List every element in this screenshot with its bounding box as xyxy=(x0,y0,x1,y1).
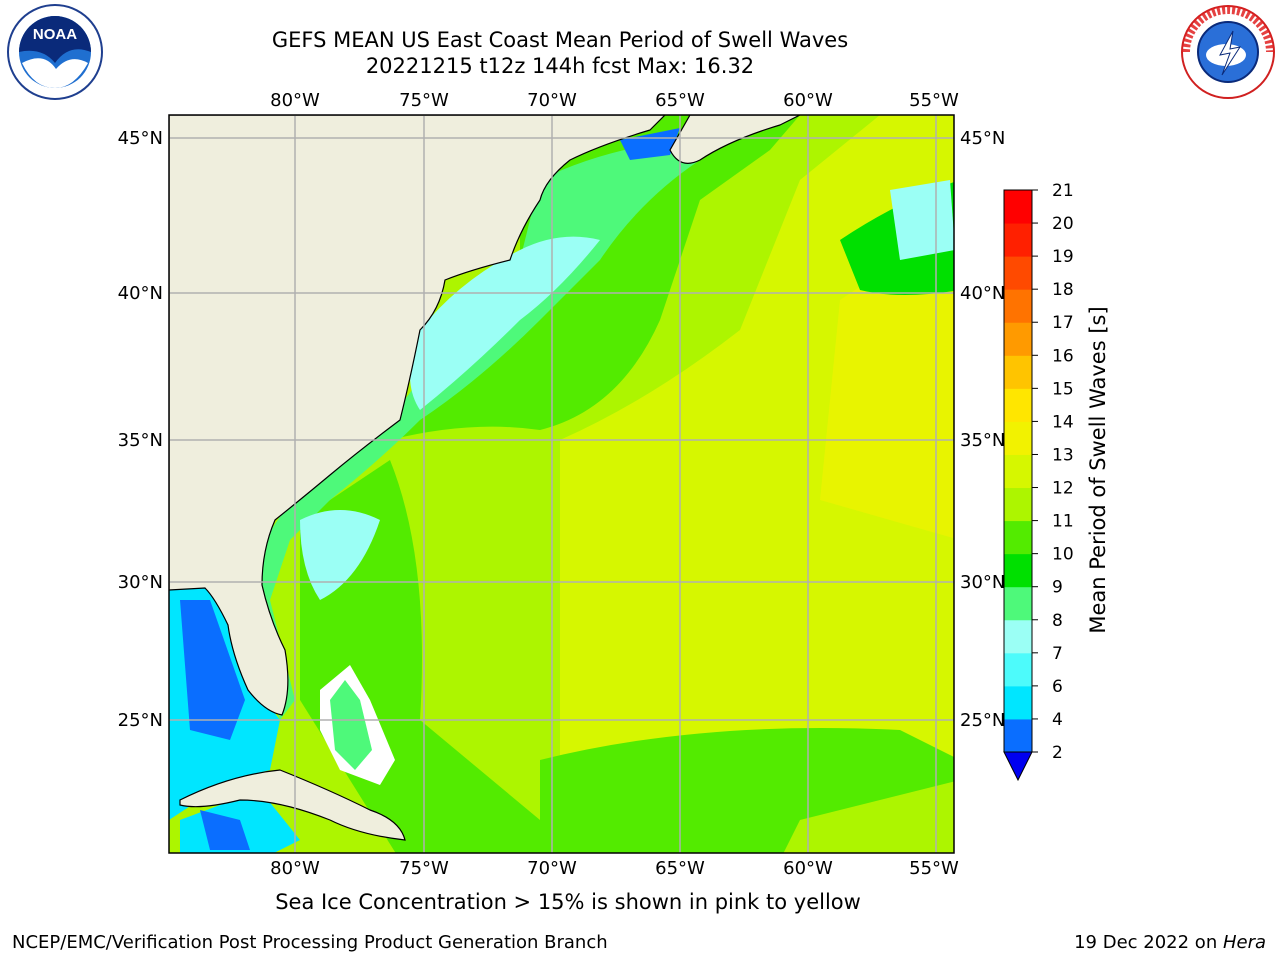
colorbar-tick-label: 8 xyxy=(1052,611,1063,631)
noaa-logo-text: NOAA xyxy=(33,26,77,43)
sea-ice-caption: Sea Ice Concentration > 15% is shown in … xyxy=(275,890,861,914)
colorbar-tick-label: 13 xyxy=(1052,445,1074,465)
colorbar-swatch xyxy=(1004,619,1032,654)
map-frame xyxy=(168,114,955,854)
colorbar-swatch xyxy=(1004,388,1032,422)
lon-label-bottom: 80°W xyxy=(270,858,320,879)
colorbar-tick-label: 10 xyxy=(1052,545,1074,565)
footer-date: 19 Dec 2022 on Hera xyxy=(1074,932,1266,953)
lat-label-left: 30°N xyxy=(118,572,163,593)
lat-label-right: 45°N xyxy=(960,128,1005,149)
colorbar-swatch xyxy=(1004,421,1032,455)
colorbar-swatch xyxy=(1004,487,1032,522)
colorbar-tick-label: 15 xyxy=(1052,379,1074,399)
colorbar-swatch xyxy=(1004,454,1032,489)
colorbar-tick-label: 18 xyxy=(1052,280,1074,300)
lon-label-top: 55°W xyxy=(909,90,959,111)
lat-label-right: 40°N xyxy=(960,283,1005,304)
colorbar-swatch xyxy=(1004,685,1032,720)
footer-branch: NCEP/EMC/Verification Post Processing Pr… xyxy=(12,932,608,953)
colorbar-tick-label: 21 xyxy=(1052,181,1074,201)
lat-label-left: 45°N xyxy=(118,128,163,149)
colorbar-tick-label: 14 xyxy=(1052,412,1074,432)
colorbar-tick-label: 7 xyxy=(1052,644,1063,664)
colorbar-tick-label: 2 xyxy=(1052,743,1063,763)
lat-label-right: 35°N xyxy=(960,430,1005,451)
colorbar-swatch xyxy=(1004,718,1032,753)
lat-label-left: 40°N xyxy=(118,283,163,304)
colorbar-label: Mean Period of Swell Waves [s] xyxy=(1086,306,1110,634)
colorbar: 2 4 6 7 8 9 10 11 12 13 14 15 16 17 18 19 20 21 xyxy=(1003,181,1074,782)
lon-label-top: 60°W xyxy=(783,90,833,111)
lon-label-bottom: 75°W xyxy=(399,858,449,879)
colorbar-tick-label: 16 xyxy=(1052,346,1074,366)
lon-label-top: 80°W xyxy=(270,90,320,111)
colorbar-tick-label: 12 xyxy=(1052,479,1074,499)
colorbar-swatch xyxy=(1004,553,1032,588)
lon-label-top: 65°W xyxy=(655,90,705,111)
lon-label-bottom: 65°W xyxy=(655,858,705,879)
lat-label-left: 25°N xyxy=(118,710,163,731)
cuba-land xyxy=(179,769,406,841)
lat-label-left: 35°N xyxy=(118,430,163,451)
colorbar-swatch xyxy=(1004,322,1032,356)
colorbar-swatch xyxy=(1004,355,1032,389)
footer-date-text: 19 Dec 2022 on xyxy=(1074,932,1223,953)
colorbar-swatch xyxy=(1004,190,1032,224)
noaa-logo-icon: NOAA xyxy=(7,4,103,100)
map-area xyxy=(169,115,954,853)
colorbar-extend-arrow xyxy=(1003,751,1033,782)
colorbar-tick-label: 19 xyxy=(1052,247,1074,267)
graticule xyxy=(169,115,954,853)
colorbar-tick-label: 17 xyxy=(1052,313,1074,333)
nova-scotia-land xyxy=(669,115,801,164)
lat-label-right: 25°N xyxy=(960,710,1005,731)
lon-label-top: 70°W xyxy=(527,90,577,111)
colorbar-tick-label: 9 xyxy=(1052,578,1063,598)
lat-label-right: 30°N xyxy=(960,572,1005,593)
lon-label-bottom: 55°W xyxy=(909,858,959,879)
colorbar-swatch xyxy=(1004,520,1032,555)
lon-label-bottom: 70°W xyxy=(527,858,577,879)
colorbar-tick-label: 11 xyxy=(1052,512,1074,532)
colorbar-swatch xyxy=(1004,223,1032,257)
colorbar-tick-label: 20 xyxy=(1052,214,1074,234)
colorbar-tick-label: 4 xyxy=(1052,710,1063,730)
colorbar-swatch xyxy=(1004,289,1032,323)
colorbar-tick-label: 6 xyxy=(1052,677,1063,697)
colorbar-swatch xyxy=(1004,586,1032,621)
lon-label-top: 75°W xyxy=(399,90,449,111)
colorbar-swatch xyxy=(1004,256,1032,290)
lon-label-bottom: 60°W xyxy=(783,858,833,879)
chart-title: GEFS MEAN US East Coast Mean Period of S… xyxy=(271,28,849,52)
colorbar-swatch xyxy=(1004,652,1032,687)
chart-subtitle: 20221215 t12z 144h fcst Max: 16.32 xyxy=(365,54,755,78)
colorbar-frame xyxy=(1003,189,1033,753)
footer-host: Hera xyxy=(1222,932,1266,953)
us-east-coast-land xyxy=(169,115,666,716)
nws-logo-icon xyxy=(1181,5,1275,99)
